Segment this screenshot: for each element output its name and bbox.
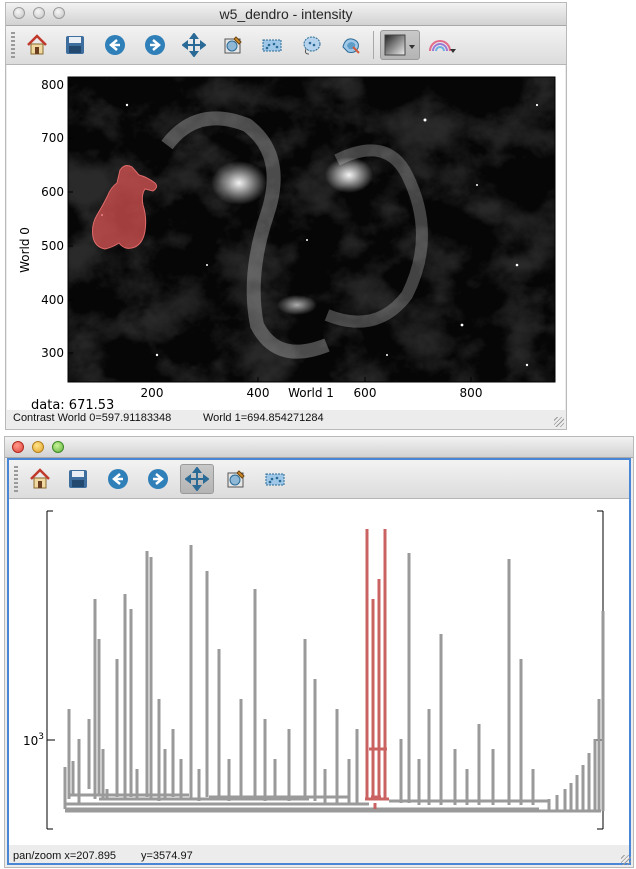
contour-button[interactable] <box>336 30 366 60</box>
select-icon <box>224 36 242 54</box>
save-icon <box>69 470 87 488</box>
status-world1: World 1=694.854271284 <box>203 412 324 424</box>
selected-branch[interactable] <box>365 529 389 809</box>
home-button[interactable] <box>22 30 52 60</box>
pan-button[interactable] <box>179 30 209 60</box>
dendrogram-branches[interactable] <box>63 545 605 813</box>
data-readout: data: 671.53 <box>31 398 114 410</box>
colormap-button[interactable] <box>380 30 420 60</box>
toolbar-grip[interactable] <box>14 466 18 492</box>
x-tick-label: 400 <box>247 386 270 400</box>
status-contrast: Contrast World 0=597.91183348 <box>13 412 172 424</box>
minimize-window-button[interactable] <box>33 7 45 19</box>
save-button[interactable] <box>60 30 90 60</box>
title-bar[interactable] <box>5 437 633 458</box>
status-bar: Contrast World 0=597.91183348 World 1=69… <box>6 409 566 427</box>
dendrogram-plot[interactable]: 103 <box>9 499 629 845</box>
status-mode: pan/zoom x=207.895 <box>13 850 117 862</box>
x-axis-label: World 1 <box>288 386 334 400</box>
y-tick-label: 400 <box>41 293 64 307</box>
back-icon <box>108 469 128 489</box>
title-bar[interactable]: w5_dendro - intensity <box>6 3 566 26</box>
y-tick-label: 600 <box>41 185 64 199</box>
selected-region[interactable] <box>92 165 158 250</box>
status-y: y=3574.97 <box>141 850 193 862</box>
rectangle-select-icon <box>262 39 282 52</box>
rectangle-select-button[interactable] <box>260 464 290 494</box>
dendrogram-canvas[interactable]: 103 <box>9 499 629 845</box>
status-bar: pan/zoom x=207.895 y=3574.97 <box>9 847 633 865</box>
rectangle-select-icon <box>265 473 285 486</box>
x-axis: 200 400 600 800 <box>141 377 483 400</box>
toolbar-grip[interactable] <box>11 32 15 58</box>
pan-icon <box>182 33 206 57</box>
y-tick-label: 300 <box>41 346 64 360</box>
y-tick-label: 700 <box>41 131 64 145</box>
resize-handle[interactable] <box>554 417 564 427</box>
minimize-window-button[interactable] <box>32 441 44 453</box>
forward-button[interactable] <box>143 464 173 494</box>
pan-icon <box>185 467 209 491</box>
back-button[interactable] <box>100 30 130 60</box>
close-window-button[interactable] <box>12 441 24 453</box>
home-button[interactable] <box>25 464 55 494</box>
save-button[interactable] <box>63 464 93 494</box>
y-axis: 800 700 600 500 400 300 <box>41 78 73 360</box>
forward-icon <box>145 35 165 55</box>
colormap-icon <box>384 34 415 56</box>
forward-button[interactable] <box>140 30 170 60</box>
contour-icon <box>342 38 360 54</box>
select-button[interactable] <box>221 464 251 494</box>
lasso-icon <box>303 36 321 55</box>
home-icon <box>30 468 50 489</box>
lasso-button[interactable] <box>297 30 327 60</box>
zoom-window-button[interactable] <box>53 7 65 19</box>
rainbow-button[interactable] <box>425 30 459 60</box>
nebula-image <box>68 77 555 382</box>
y-tick-label: 500 <box>41 239 64 253</box>
close-window-button[interactable] <box>13 7 25 19</box>
x-tick-label: 200 <box>141 386 164 400</box>
resize-handle[interactable] <box>621 855 631 865</box>
dendrogram-window: 103 <box>4 436 634 868</box>
y-tick-label: 103 <box>23 732 44 748</box>
toolbar-separator <box>373 31 374 59</box>
home-icon <box>27 34 47 55</box>
focused-frame <box>7 458 631 865</box>
select-icon <box>227 470 245 488</box>
toolbar <box>9 460 629 499</box>
image-canvas[interactable]: 800 700 600 500 400 300 200 400 600 800 World 0 … <box>7 65 565 413</box>
forward-icon <box>148 469 168 489</box>
rainbow-icon <box>429 40 456 53</box>
rectangle-select-button[interactable] <box>257 30 287 60</box>
toolbar <box>6 26 566 65</box>
back-button[interactable] <box>103 464 133 494</box>
back-icon <box>105 35 125 55</box>
image-viewer-window: w5_dendro - intensity <box>5 2 567 430</box>
y-tick-label: 800 <box>41 78 64 92</box>
save-icon <box>66 36 84 54</box>
zoom-window-button[interactable] <box>52 441 64 453</box>
select-button[interactable] <box>218 30 248 60</box>
x-tick-label: 600 <box>354 386 377 400</box>
x-tick-label: 800 <box>460 386 483 400</box>
pan-button[interactable] <box>180 464 214 494</box>
window-title: w5_dendro - intensity <box>219 6 353 22</box>
y-axis-label: World 0 <box>18 227 32 273</box>
